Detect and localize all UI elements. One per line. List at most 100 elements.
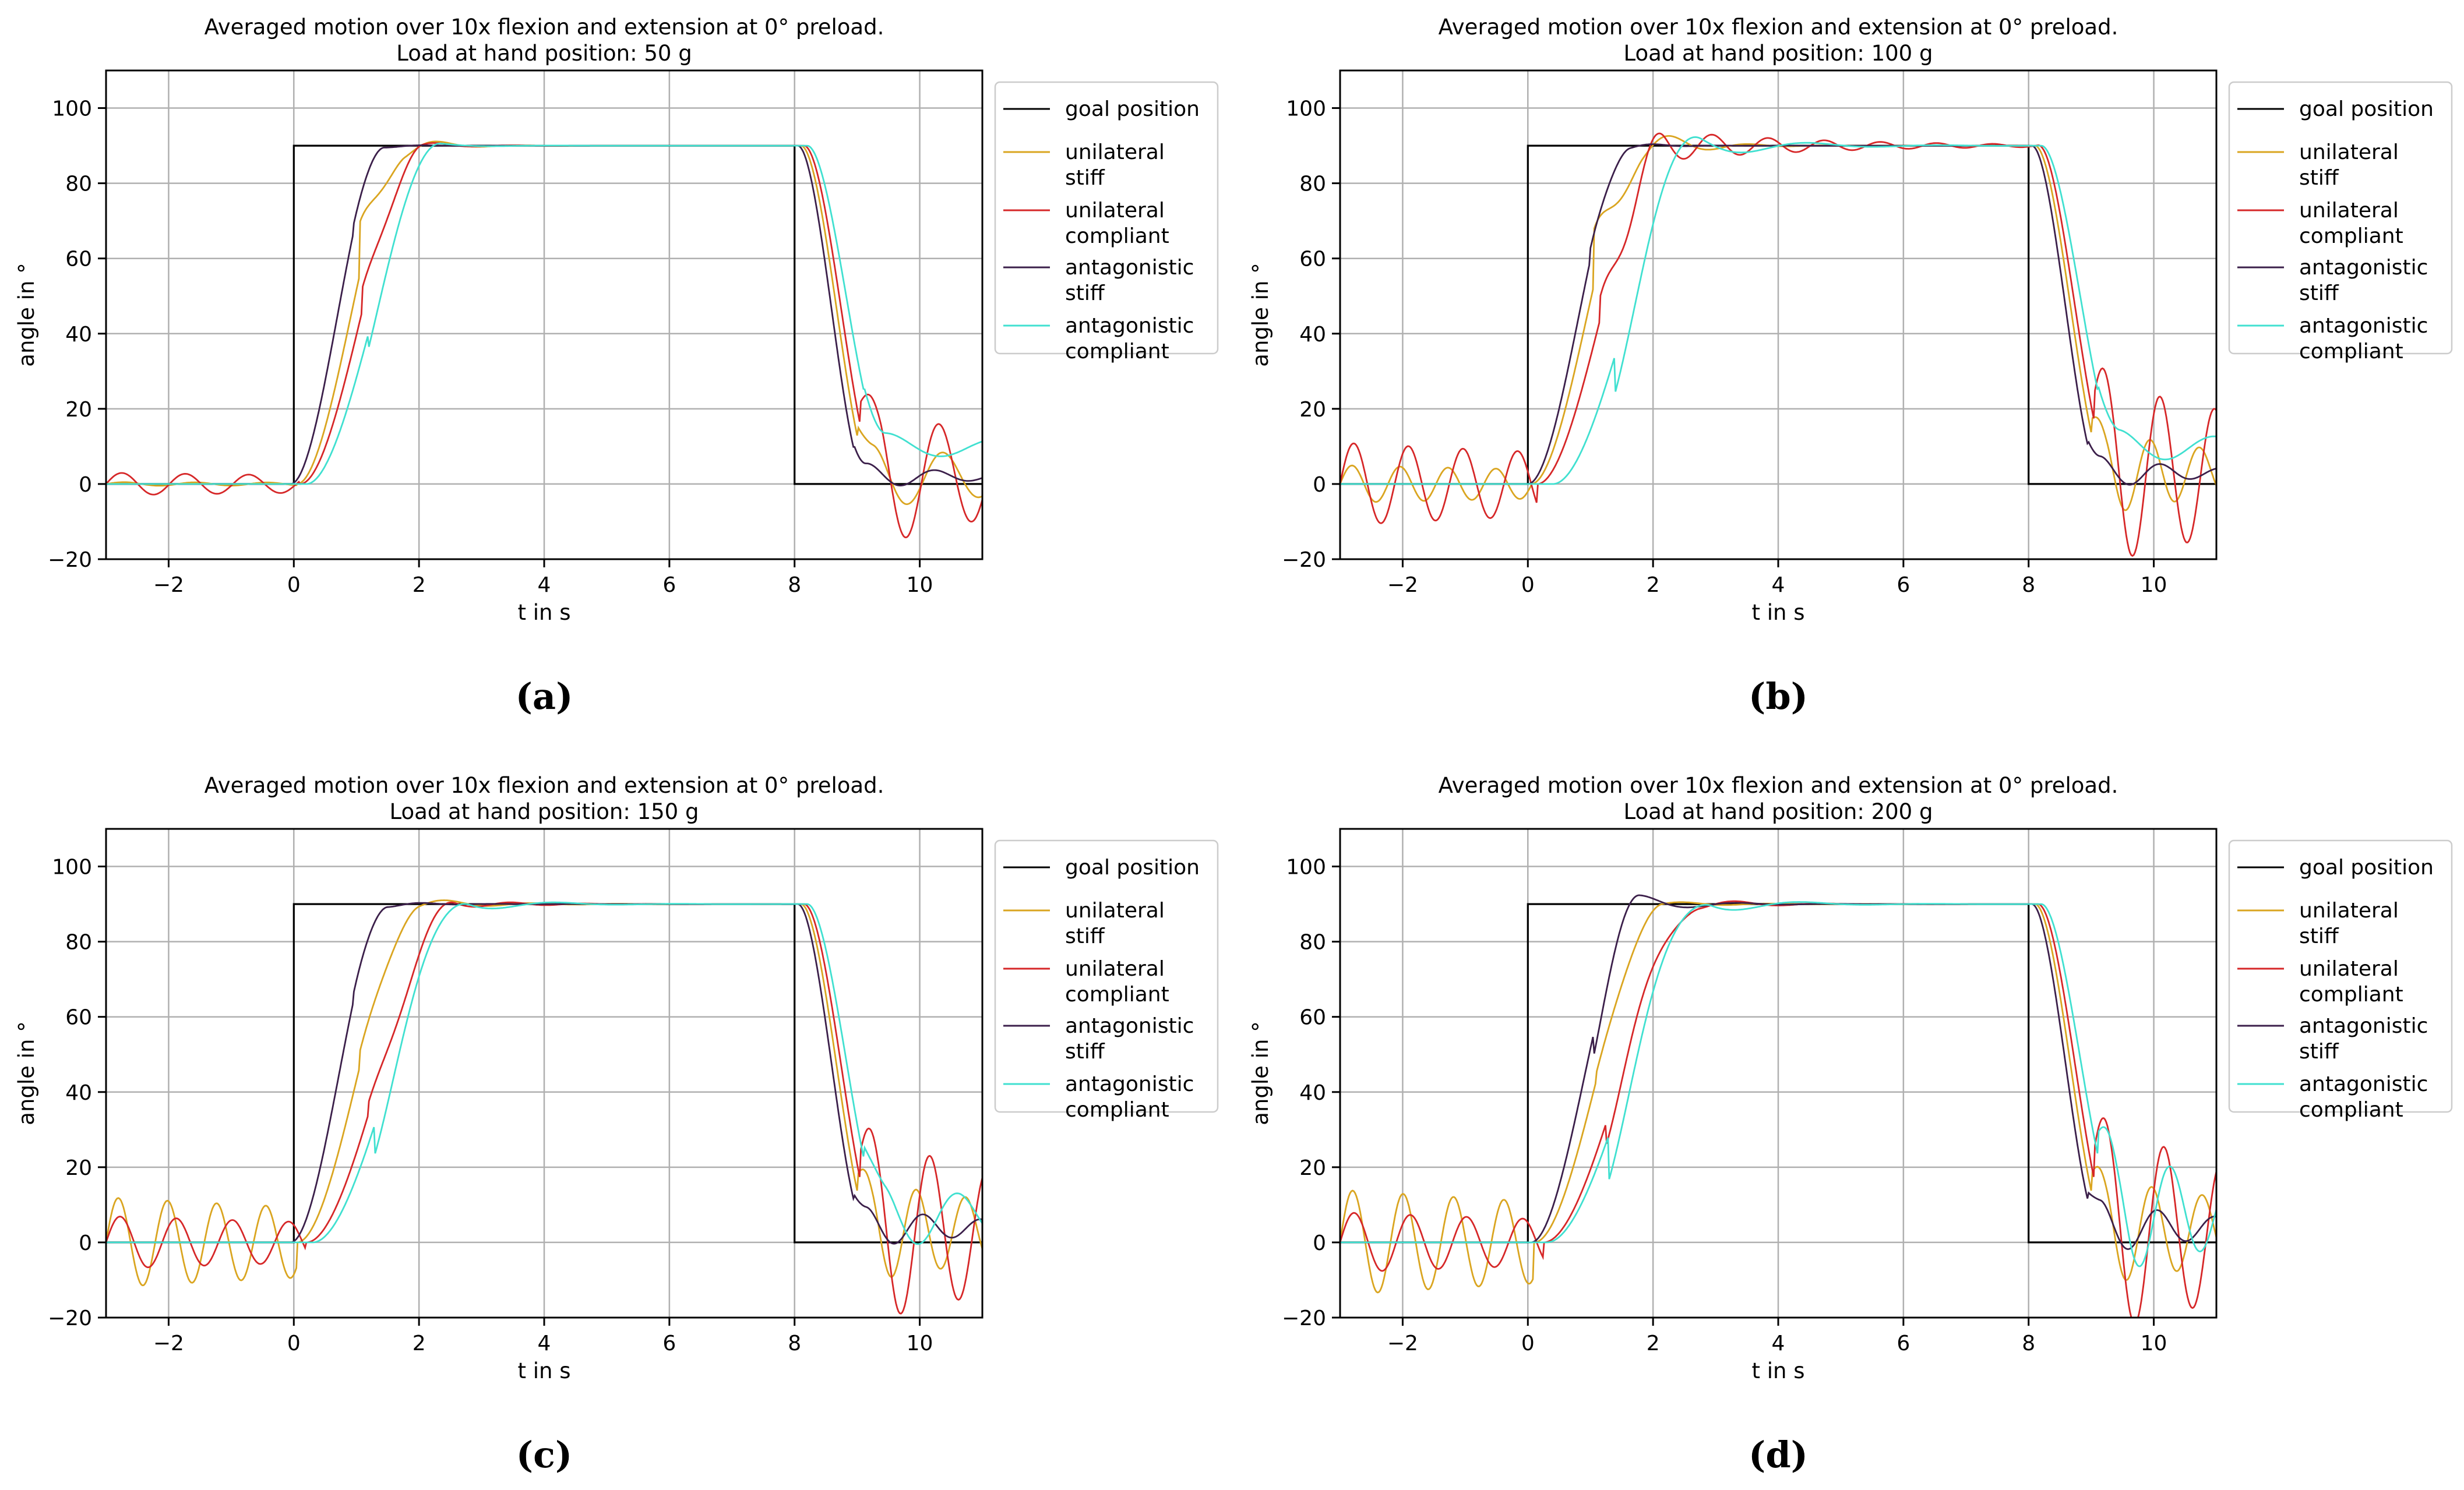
series-group [106, 140, 982, 539]
y-tick-label: 60 [1299, 248, 1326, 271]
y-tick-label: 40 [1299, 1081, 1326, 1105]
legend-label: goal position [2299, 97, 2434, 121]
series-line-unilateral-compliant [1340, 132, 2216, 557]
x-tick-label: 10 [907, 1332, 933, 1355]
legend-label: antagonistic stiff [2299, 256, 2428, 305]
y-tick-label: 80 [65, 931, 92, 955]
series-group [106, 899, 982, 1315]
legend-label-line: stiff [1065, 166, 1105, 190]
x-tick-label: 2 [1647, 573, 1660, 597]
y-axis-label: angle in ° [1248, 1021, 1273, 1125]
y-tick-label: 40 [1299, 323, 1326, 347]
panel-caption: (b) [1749, 675, 1808, 718]
legend-label-line: antagonistic [1065, 1014, 1194, 1038]
legend-label-line: compliant [1065, 224, 1169, 248]
x-tick-label: 8 [788, 573, 801, 597]
y-tick-label: 60 [1299, 1006, 1326, 1030]
chart-title-line1: Averaged motion over 10x flexion and ext… [1439, 773, 2118, 798]
y-tick-label: 0 [79, 1231, 92, 1255]
legend-label-line: compliant [1065, 340, 1169, 363]
y-tick-label: 80 [65, 172, 92, 196]
y-axis-label: angle in ° [14, 1021, 39, 1125]
y-tick-label: 40 [65, 1081, 92, 1105]
x-tick-label: 8 [2022, 573, 2035, 597]
chart-title-line1: Averaged motion over 10x flexion and ext… [205, 15, 884, 40]
y-tick-label: 60 [65, 248, 92, 271]
legend-label-line: unilateral [2299, 140, 2399, 164]
y-tick-label: 0 [79, 473, 92, 497]
x-tick-label: 4 [1772, 1332, 1785, 1355]
y-tick-label: 100 [1286, 97, 1326, 121]
legend-label-line: compliant [2299, 224, 2403, 248]
legend-label-line: compliant [1065, 1098, 1169, 1122]
legend-label-line: antagonistic [2299, 1072, 2428, 1096]
legend-label-line: unilateral [2299, 199, 2399, 223]
legend-label: unilateral stiff [1065, 899, 1165, 948]
chart-title-line2: Load at hand position: 150 g [390, 799, 699, 824]
y-tick-label: −20 [48, 1307, 92, 1330]
legend-label: unilateral compliant [1065, 199, 1169, 248]
x-tick-label: −2 [153, 1332, 184, 1355]
x-tick-label: 6 [662, 1332, 676, 1355]
series-line-antagonistic-compliant [1340, 901, 2216, 1267]
legend-label-line: stiff [1065, 924, 1105, 948]
panel-caption: (c) [516, 1433, 572, 1476]
x-tick-label: −2 [153, 573, 184, 597]
y-tick-label: 100 [52, 856, 92, 880]
legend-label: antagonistic stiff [1065, 256, 1194, 305]
series-line-unilateral-compliant [106, 901, 982, 1315]
legend-label: goal position [2299, 856, 2434, 880]
legend-label: unilateral stiff [2299, 899, 2399, 948]
y-tick-label: 20 [1299, 398, 1326, 422]
y-tick-label: 80 [1299, 931, 1326, 955]
x-tick-label: −2 [1387, 573, 1418, 597]
legend-label: antagonistic compliant [1065, 1072, 1194, 1122]
panel-caption: (d) [1749, 1433, 1808, 1476]
legend-box [994, 81, 1219, 355]
y-tick-label: 100 [1286, 856, 1326, 880]
legend-label-line: stiff [2299, 924, 2339, 948]
y-tick-label: 20 [1299, 1156, 1326, 1180]
legend-label-line: antagonistic [2299, 256, 2428, 280]
x-tick-label: −2 [1387, 1332, 1418, 1355]
legend-label-line: stiff [2299, 1040, 2339, 1064]
x-tick-label: 0 [287, 1332, 301, 1355]
series-line-unilateral-compliant [1340, 900, 2216, 1318]
legend-label-line: compliant [2299, 340, 2403, 363]
x-tick-label: 6 [1897, 1332, 1910, 1355]
x-tick-label: 4 [538, 1332, 551, 1355]
legend-label: unilateral stiff [1065, 140, 1165, 190]
legend-label: unilateral stiff [2299, 140, 2399, 190]
y-tick-label: 20 [65, 1156, 92, 1180]
x-tick-label: 8 [788, 1332, 801, 1355]
legend-label: unilateral compliant [1065, 957, 1169, 1007]
legend-label-line: unilateral [2299, 957, 2399, 981]
legend-label-line: unilateral [2299, 899, 2399, 923]
x-tick-label: 4 [538, 573, 551, 597]
panel-caption: (a) [516, 675, 573, 718]
series-line-antagonistic-compliant [106, 143, 982, 485]
series-group [1340, 894, 2216, 1318]
x-tick-label: 4 [1772, 573, 1785, 597]
x-axis-label: t in s [1751, 600, 1804, 625]
legend-label: antagonistic stiff [1065, 1014, 1194, 1064]
legend-label-line: stiff [1065, 281, 1105, 305]
legend-label-line: compliant [2299, 983, 2403, 1007]
legend-label-line: antagonistic [2299, 314, 2428, 338]
series-line-antagonistic-compliant [106, 901, 982, 1245]
y-tick-label: 20 [65, 398, 92, 422]
legend-label-line: antagonistic [1065, 256, 1194, 280]
legend-label-line: stiff [2299, 166, 2339, 190]
legend-label-line: unilateral [1065, 199, 1165, 223]
series-group [1340, 132, 2216, 557]
legend-label: goal position [1065, 856, 1200, 880]
legend-label: antagonistic compliant [2299, 314, 2428, 363]
x-tick-label: 10 [2141, 573, 2167, 597]
legend-label: unilateral compliant [2299, 957, 2403, 1007]
x-tick-label: 0 [1521, 573, 1535, 597]
y-tick-label: 80 [1299, 172, 1326, 196]
y-axis-label: angle in ° [1248, 263, 1273, 366]
